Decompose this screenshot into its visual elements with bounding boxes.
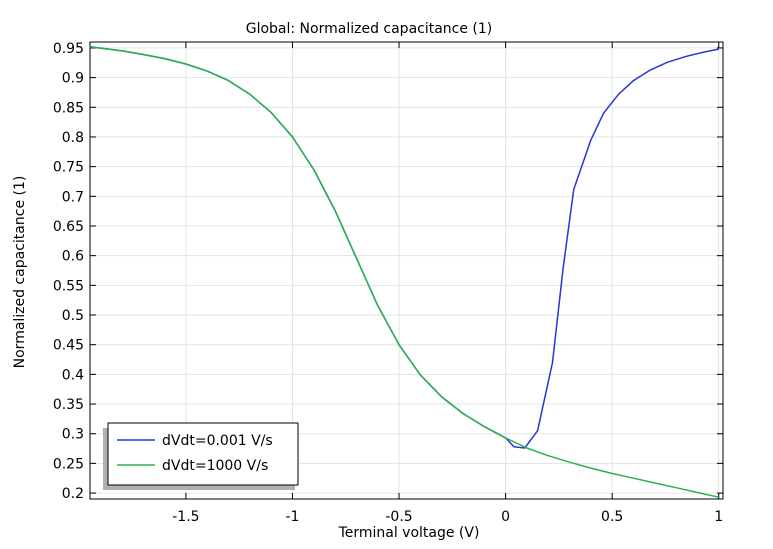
series-layer — [89, 45, 719, 498]
y-tick-label: 0.9 — [62, 71, 84, 87]
axis-ticks: -1.5 -1 -0.5 0 0.5 1 0.2 0.25 0.3 0.35 0.4 0.45 0.5 0… — [53, 41, 723, 525]
y-tick-label: 0.45 — [53, 338, 84, 354]
y-tick-label: 0.95 — [53, 41, 84, 57]
x-tick-label: 0.5 — [601, 509, 623, 525]
y-tick-label: 0.65 — [53, 219, 84, 235]
x-axis-label: Terminal voltage (V) — [338, 525, 480, 541]
series-line-2 — [89, 45, 719, 498]
chart-title: Global: Normalized capacitance (1) — [246, 21, 493, 37]
y-tick-label: 0.55 — [53, 278, 84, 294]
legend-label-series-2: dVdt=1000 V/s — [162, 458, 268, 474]
legend-label-series-1: dVdt=0.001 V/s — [162, 433, 273, 449]
y-tick-label: 0.3 — [62, 427, 84, 443]
plot-frame — [89, 41, 724, 500]
x-tick-label: -1 — [285, 509, 299, 525]
y-tick-label: 0.2 — [62, 486, 84, 502]
x-tick-label: 1 — [714, 509, 723, 525]
x-tick-label: -0.5 — [385, 509, 412, 525]
y-tick-label: 0.75 — [53, 160, 84, 176]
y-axis-label: Normalized capacitance (1) — [12, 176, 28, 369]
legend: dVdt=0.001 V/s dVdt=1000 V/s — [103, 422, 299, 490]
y-tick-label: 0.25 — [53, 456, 84, 472]
grid-lines — [90, 42, 723, 499]
y-tick-label: 0.6 — [62, 249, 84, 265]
y-tick-label: 0.35 — [53, 397, 84, 413]
x-tick-label: -1.5 — [172, 509, 199, 525]
y-tick-label: 0.7 — [62, 189, 84, 205]
y-tick-label: 0.8 — [62, 130, 84, 146]
y-tick-label: 0.85 — [53, 100, 84, 116]
x-tick-label: 0 — [501, 509, 510, 525]
y-tick-label: 0.5 — [62, 308, 84, 324]
legend-box — [107, 422, 299, 486]
y-tick-label: 0.4 — [62, 367, 84, 383]
